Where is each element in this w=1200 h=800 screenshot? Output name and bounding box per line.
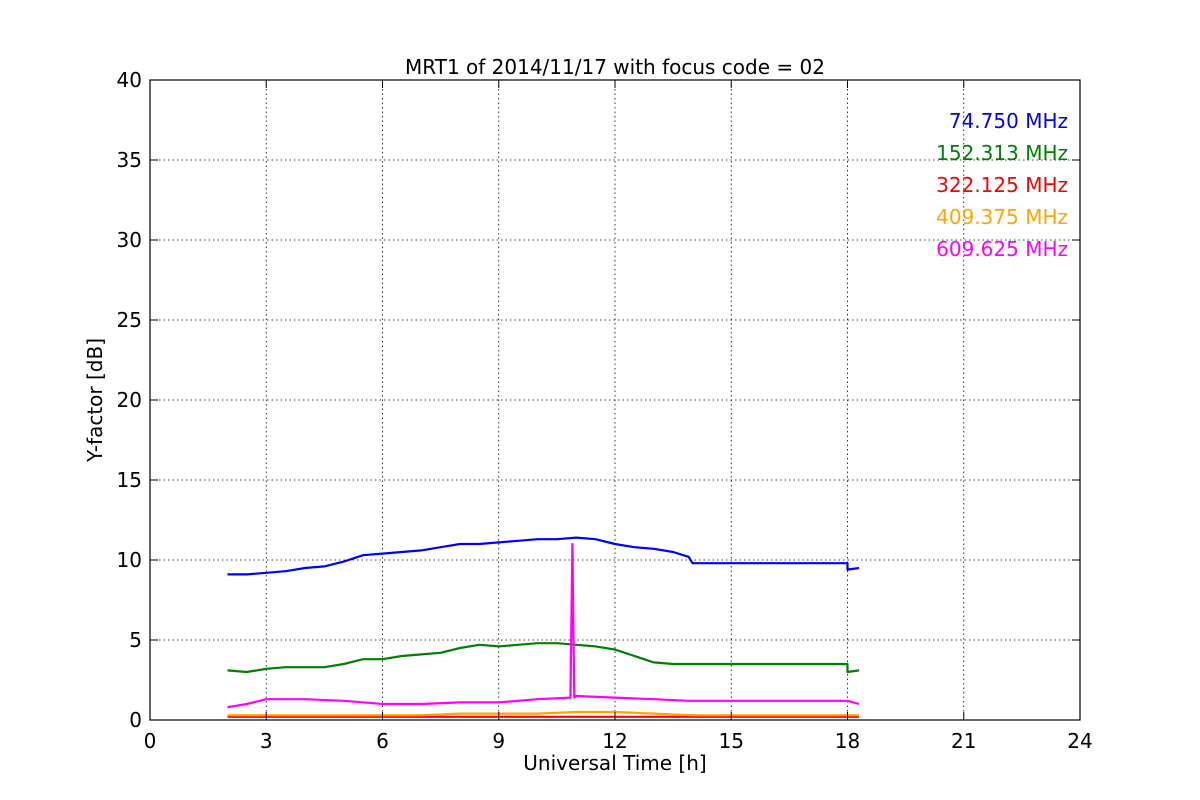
y-tick-label: 40: [117, 68, 142, 92]
legend-entry-3: 409.375 MHz: [936, 205, 1068, 229]
axis-ticks: 0 3 6 9 12 15 18 21 24 0 5 10 15 20 25 30 35 40: [117, 68, 1093, 753]
series-line-1: [227, 642, 860, 674]
legend: 74.750 MHz 152.313 MHz 322.125 MHz 409.375 …: [936, 109, 1068, 261]
legend-entry-4: 609.625 MHz: [936, 237, 1068, 261]
x-tick-label: 9: [492, 729, 505, 753]
y-tick-label: 25: [117, 308, 142, 332]
x-tick-label: 15: [719, 729, 744, 753]
x-tick-label: 3: [260, 729, 273, 753]
x-tick-label: 18: [835, 729, 860, 753]
y-tick-label: 0: [129, 708, 142, 732]
x-tick-label: 12: [602, 729, 627, 753]
x-tick-label: 24: [1067, 729, 1092, 753]
y-tick-label: 20: [117, 388, 142, 412]
y-tick-label: 5: [129, 628, 142, 652]
legend-entry-1: 152.313 MHz: [936, 141, 1068, 165]
y-axis-label: Y-factor [dB]: [83, 338, 107, 463]
legend-entry-2: 322.125 MHz: [936, 173, 1068, 197]
series-line-4: [227, 542, 860, 709]
x-tick-label: 0: [144, 729, 157, 753]
x-tick-label: 6: [376, 729, 389, 753]
series-line-0: [227, 536, 860, 576]
y-tick-label: 15: [117, 468, 142, 492]
y-tick-label: 10: [117, 548, 142, 572]
y-tick-label: 35: [117, 148, 142, 172]
x-tick-label: 21: [951, 729, 976, 753]
x-axis-label: Universal Time [h]: [523, 751, 706, 775]
legend-entry-0: 74.750 MHz: [949, 109, 1068, 133]
y-tick-label: 30: [117, 228, 142, 252]
grid: [150, 80, 1080, 720]
chart-title: MRT1 of 2014/11/17 with focus code = 02: [405, 55, 825, 79]
